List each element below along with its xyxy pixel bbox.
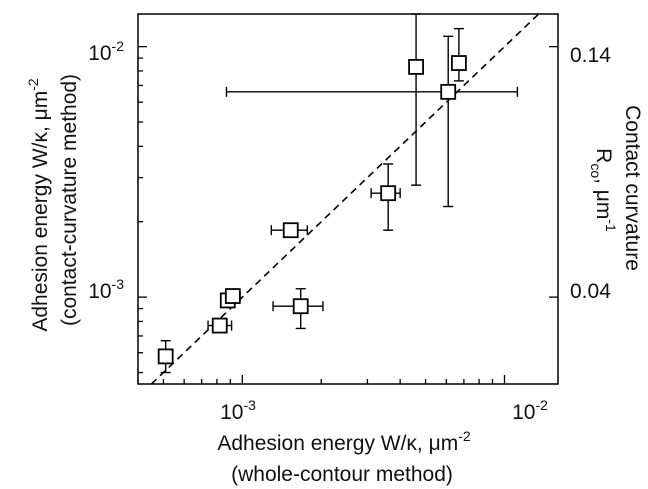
data-point-group — [408, 13, 424, 186]
y-axis-label-group: Adhesion energy W/κ, μm-2 — [25, 78, 52, 332]
y-tick-label: 10-3 — [88, 276, 124, 303]
axes-frame — [137, 13, 559, 385]
y-tick-label: 10-2 — [88, 38, 124, 65]
data-point-group — [225, 35, 519, 208]
x-axis-label: Adhesion energy W/κ, μm-2 — [217, 428, 471, 455]
data-point-group — [270, 222, 309, 239]
data-point-group — [224, 288, 241, 304]
y2-tick-label: 0.14 — [570, 44, 611, 67]
data-point-marker — [450, 55, 467, 71]
data-point-marker — [408, 59, 424, 75]
data-point-marker — [211, 317, 228, 334]
y-axis-label: Adhesion energy W/κ, μm-2 — [25, 78, 52, 332]
data-point-marker — [224, 288, 241, 304]
plot-area — [150, 13, 540, 385]
y-axis-label-method: (contact-curvature method) — [58, 74, 81, 326]
data-point-group — [450, 27, 467, 82]
data-point-group — [272, 288, 324, 330]
y2-tick-label: 0.04 — [570, 280, 611, 303]
y2-axis-label-group: Contact curvature — [621, 105, 644, 271]
data-point-group — [207, 317, 233, 334]
data-point-marker — [440, 83, 457, 100]
y2-axis-label-units: Rco, μm-1 — [588, 148, 619, 232]
data-point-marker — [157, 348, 174, 365]
data-point-group — [370, 163, 401, 231]
x-axis-label-method: (whole-contour method) — [231, 463, 453, 486]
x-tick-label: 10-3 — [220, 397, 256, 424]
data-point-marker — [380, 185, 397, 202]
y2-axis-label-group: Rco, μm-1 — [588, 148, 619, 232]
data-point-marker — [282, 222, 299, 239]
x-tick-label: 10-2 — [512, 397, 548, 424]
y-axis-label-group: (contact-curvature method) — [58, 74, 81, 326]
y2-axis-label: Contact curvature — [621, 105, 644, 271]
tick-marks — [137, 45, 558, 384]
data-point-group — [157, 340, 174, 374]
data-point-marker — [292, 298, 309, 315]
